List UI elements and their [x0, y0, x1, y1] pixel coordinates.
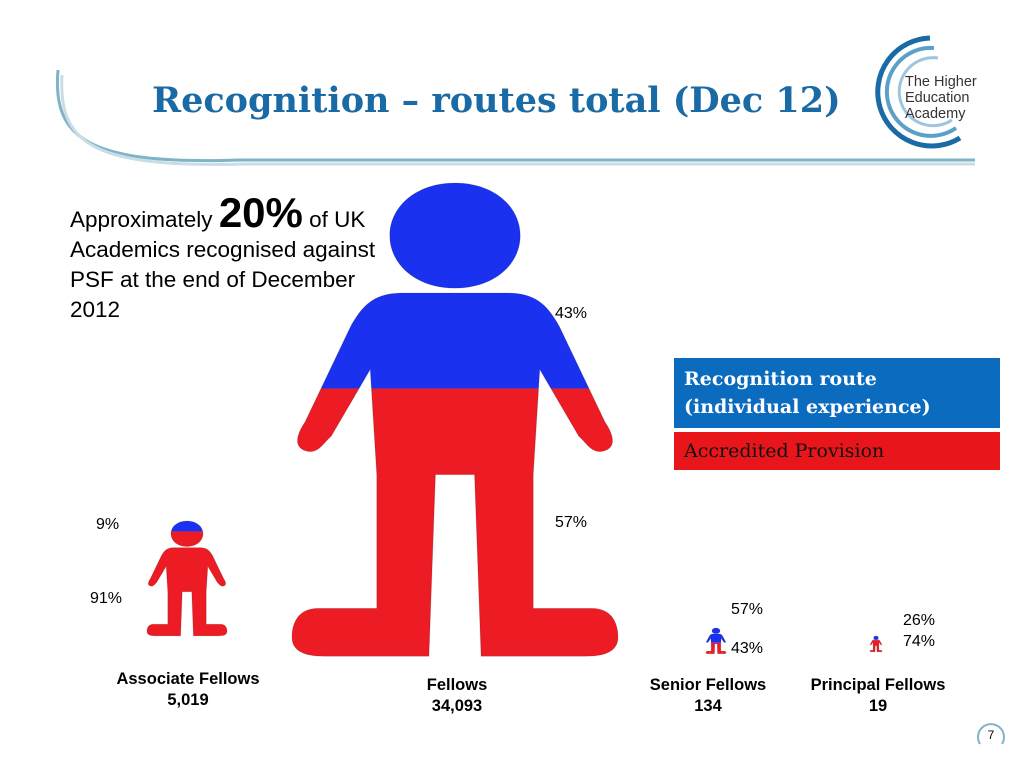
figure-blue-part: [870, 636, 882, 641]
figure-red-part: [706, 642, 726, 654]
fellows-caption: Fellows 34,093: [347, 675, 567, 717]
intro-percentage: 20%: [218, 189, 303, 236]
logo-line-3: Academy: [905, 106, 966, 122]
principal-fellows-count: 19: [868, 697, 888, 715]
fellows-top-pct: 43%: [555, 305, 588, 322]
fellows-name: Fellows: [426, 676, 488, 694]
associate-fellows-caption: Associate Fellows 5,019: [78, 669, 298, 711]
figure-outline: [705, 627, 727, 655]
figure-blue-part: [292, 183, 618, 389]
page-number: 7: [987, 728, 995, 742]
intro-pre: Approximately: [70, 207, 219, 232]
associate-fellows-bottom-pct: 91%: [90, 590, 123, 607]
senior-fellows-name: Senior Fellows: [649, 676, 767, 694]
figure-associate-fellows: [146, 520, 228, 637]
senior-fellows-count: 134: [694, 697, 722, 715]
intro-text: Approximately 20% of UK Academics recogn…: [70, 192, 380, 325]
figure-senior-fellows: [705, 627, 727, 655]
title-swoosh: [55, 69, 975, 166]
figure-principal-fellows: [869, 635, 883, 653]
figure-fellows: [291, 182, 619, 657]
page-number-badge: [977, 723, 1005, 745]
logo-line-1: The Higher: [905, 74, 977, 90]
associate-fellows-top-pct: 9%: [96, 516, 120, 533]
senior-fellows-bottom-pct: 43%: [731, 640, 764, 657]
intro-post: of UK Academics recognised against PSF a…: [70, 207, 376, 322]
associate-fellows-count: 5,019: [167, 691, 209, 709]
legend-accredited-provision: Accredited Provision: [674, 432, 1000, 470]
figure-outline: [291, 182, 619, 657]
figure-outline: [146, 520, 228, 637]
legend-recognition-route: Recognition route (individual experience…: [674, 358, 1000, 428]
principal-fellows-name: Principal Fellows: [810, 676, 946, 694]
hea-logo-icon: [875, 35, 962, 149]
principal-fellows-top-pct: 26%: [903, 612, 936, 629]
principal-fellows-caption: Principal Fellows 19: [768, 675, 988, 717]
figure-outline: [869, 635, 883, 653]
logo-arc-middle: [884, 45, 958, 138]
senior-fellows-top-pct: 57%: [731, 601, 764, 618]
page-number-arc: [977, 723, 1005, 745]
swoosh-curve-shadow: [60, 74, 975, 166]
logo-line-2: Education: [905, 90, 970, 106]
fellows-bottom-pct: 57%: [555, 514, 588, 531]
principal-fellows-bottom-pct: 74%: [903, 633, 936, 650]
associate-fellows-name: Associate Fellows: [116, 670, 260, 688]
senior-fellows-caption: Senior Fellows 134: [598, 675, 818, 717]
slide-title: Recognition – routes total (Dec 12): [152, 80, 841, 121]
logo-arc-outer: [875, 35, 962, 149]
fellows-count: 34,093: [431, 697, 483, 715]
hea-logo-text: The Higher Education Academy: [905, 74, 977, 122]
logo-arc-inner: [897, 56, 953, 128]
figure-red-part: [147, 531, 227, 636]
figure-blue-part: [147, 521, 227, 532]
